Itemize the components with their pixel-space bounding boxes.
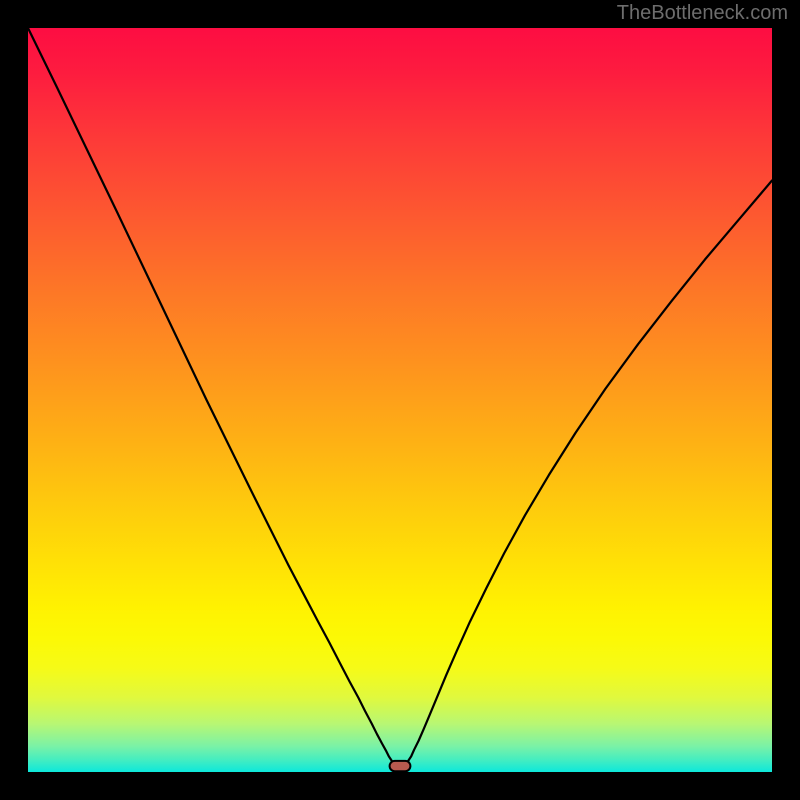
- plot-background: [28, 28, 772, 772]
- optimal-point-marker: [390, 761, 411, 771]
- chart-svg: [0, 0, 800, 800]
- chart-container: TheBottleneck.com: [0, 0, 800, 800]
